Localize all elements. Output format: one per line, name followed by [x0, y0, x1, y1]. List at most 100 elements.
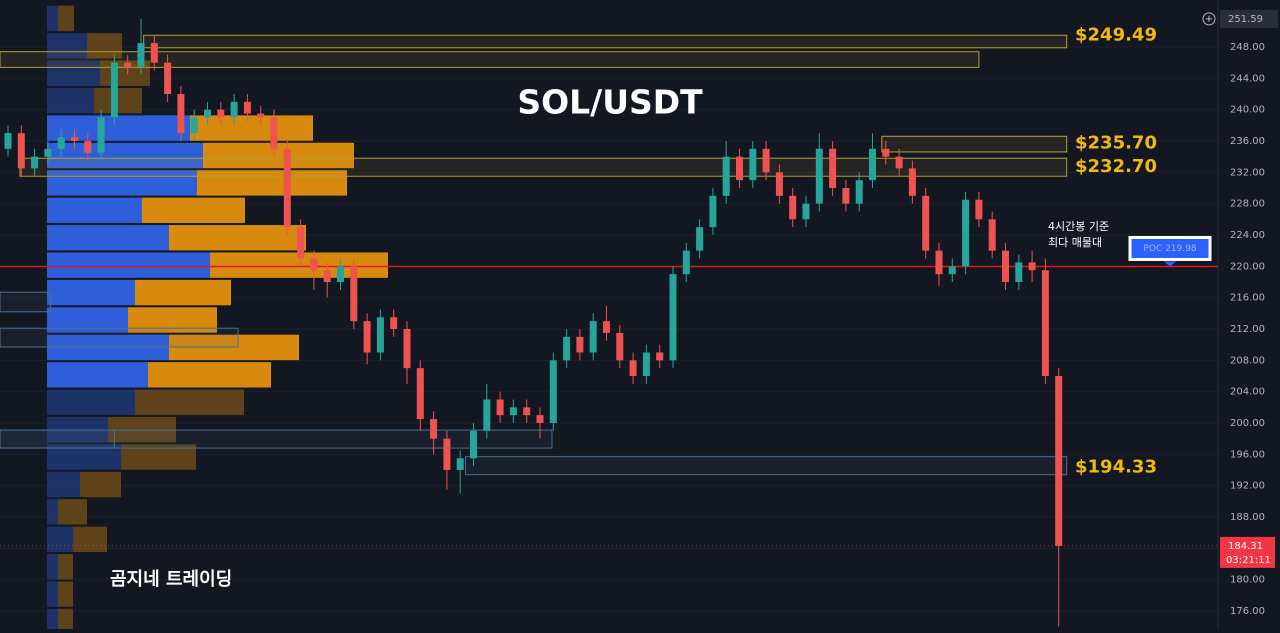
candle-body	[988, 219, 996, 251]
profile-buy	[47, 142, 203, 169]
y-tick-label: 244.00	[1230, 73, 1265, 84]
y-tick-label: 180.00	[1230, 575, 1265, 586]
candle-body	[549, 360, 557, 423]
candle-body	[669, 274, 677, 361]
candle-body	[603, 321, 610, 333]
candle-body	[616, 332, 624, 361]
candle-body	[376, 317, 384, 353]
candle-body	[4, 133, 12, 149]
candle-body	[962, 199, 970, 267]
candle-body	[749, 148, 757, 181]
candle-body	[483, 399, 491, 431]
candle-body	[509, 407, 517, 416]
profile-buy	[47, 170, 197, 196]
profile-buy	[47, 115, 190, 141]
profile-sell	[135, 279, 231, 306]
profile-sell	[148, 362, 271, 388]
y-tick-label: 204.00	[1230, 387, 1265, 398]
candle-body	[1028, 262, 1036, 271]
profile-buy	[47, 5, 58, 32]
candle-body	[789, 195, 797, 220]
candle-body	[323, 270, 331, 282]
plot-area	[0, 5, 1218, 629]
candle-body	[496, 399, 504, 416]
poc-marker	[1164, 261, 1176, 267]
profile-buy	[47, 362, 148, 388]
candle-body	[815, 148, 823, 204]
y-tick-label: 188.00	[1230, 512, 1265, 523]
profile-sell	[203, 142, 354, 169]
candle-body	[722, 156, 730, 196]
candle-body	[576, 336, 584, 353]
candle-body	[802, 203, 810, 220]
candle-body	[682, 250, 690, 275]
price-label: $235.70	[1075, 132, 1157, 153]
candle-body	[57, 137, 65, 149]
high-label-box	[1220, 9, 1278, 28]
profile-sell	[87, 33, 122, 59]
candle-body	[1002, 250, 1009, 282]
candle-body	[217, 109, 225, 118]
profile-sell	[58, 554, 73, 580]
candle-body	[629, 360, 637, 376]
profile-sell	[80, 471, 121, 498]
profile-buy	[47, 252, 210, 278]
profile-sell	[58, 499, 87, 525]
price-zone	[0, 429, 115, 449]
price-label: $232.70	[1075, 156, 1157, 177]
profile-sell	[190, 115, 313, 141]
candle-body	[443, 438, 451, 470]
candle-body	[1015, 262, 1023, 282]
candle-body	[31, 156, 39, 169]
profile-buy	[47, 225, 169, 251]
profile-buy	[47, 444, 121, 470]
candle-body	[922, 195, 930, 251]
note: 최다 매물대	[1048, 236, 1102, 249]
candle-body	[975, 199, 983, 220]
price-zone	[465, 456, 1068, 476]
candle-body	[190, 117, 198, 134]
profile-sell	[94, 87, 142, 114]
candle-body	[297, 227, 305, 259]
candle-body	[842, 187, 850, 204]
y-tick-label: 200.00	[1230, 418, 1265, 429]
last-price-box	[1220, 536, 1275, 568]
candle-body	[84, 140, 92, 153]
profile-buy	[47, 526, 73, 553]
candle-body	[363, 321, 371, 353]
y-tick-label: 208.00	[1230, 355, 1265, 366]
candle-body	[709, 195, 717, 228]
last-price-label: 184.31	[1228, 541, 1263, 552]
candle-body	[536, 415, 544, 423]
profile-buy	[47, 608, 58, 629]
profile-sell	[73, 526, 107, 553]
chart-title: SOL/USDT	[517, 83, 703, 122]
candle-body	[257, 113, 265, 118]
candle-body	[403, 328, 411, 369]
candle-body	[736, 156, 743, 181]
candle-body	[150, 43, 158, 63]
candle-body	[895, 156, 903, 169]
candle-body	[430, 419, 438, 439]
candle-body	[71, 137, 78, 141]
candle-body	[948, 266, 956, 275]
profile-sell	[135, 389, 244, 415]
profile-buy	[47, 279, 135, 306]
candle-body	[204, 109, 211, 118]
profile-sell	[58, 5, 74, 32]
y-tick-label: 248.00	[1230, 42, 1265, 53]
candle-body	[337, 266, 344, 282]
candle-body	[563, 336, 571, 361]
candle-body	[935, 250, 943, 275]
high-label: 251.59	[1228, 14, 1263, 25]
y-tick-label: 212.00	[1230, 324, 1265, 335]
candle-body	[855, 180, 863, 204]
price-label: $194.33	[1075, 456, 1157, 477]
price-axis-labels: 176.00180.00184.00188.00192.00196.00200.…	[1202, 9, 1278, 617]
profile-sell	[58, 581, 73, 607]
candle-body	[762, 148, 770, 173]
y-tick-label: 232.00	[1230, 167, 1265, 178]
candle-body	[17, 133, 25, 169]
y-tick-label: 196.00	[1230, 449, 1265, 460]
